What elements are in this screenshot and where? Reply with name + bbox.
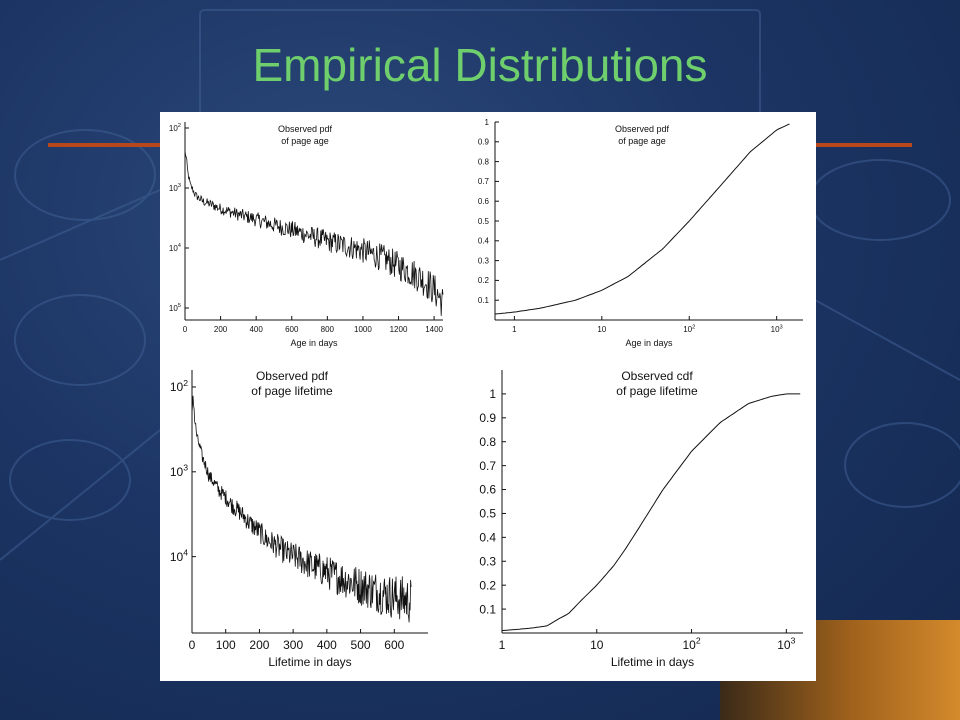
- y-tick-label: 0.7: [479, 459, 496, 473]
- chart-1: 0 200 400 600 800 1000 1200 1400 102 103 104 105 Age…: [169, 122, 444, 348]
- y-tick-label: 0.4: [478, 237, 490, 246]
- y-tick-label: 0.5: [479, 507, 496, 521]
- chart-title-line: Observed pdf: [256, 369, 329, 383]
- y-tick-label: 103: [170, 463, 188, 479]
- chart-title-line: Observed pdf: [278, 124, 333, 134]
- y-tick-label: 102: [170, 378, 188, 394]
- x-tick-label: 1400: [425, 325, 443, 334]
- x-tick-label: 103: [777, 636, 795, 652]
- x-tick-label: 1000: [354, 325, 372, 334]
- x-axis-label: Lifetime in days: [611, 655, 694, 669]
- y-tick-label: 105: [169, 303, 181, 313]
- x-tick-label: 500: [351, 638, 371, 652]
- x-tick-label: 400: [249, 325, 263, 334]
- x-tick-label: 1: [512, 325, 517, 334]
- figure-panel: 0 200 400 600 800 1000 1200 1400 102 103 104 105 Age…: [160, 112, 816, 681]
- y-tick-label: 0.2: [478, 276, 490, 285]
- x-tick-label: 10: [590, 638, 604, 652]
- x-axis-label: Age in days: [290, 338, 338, 348]
- chart-3: 0 100 200 300 400 500 600 102 103 104 Lifetime in …: [170, 369, 428, 669]
- title-rule-right: [815, 143, 912, 147]
- x-axis-label: Age in days: [625, 338, 673, 348]
- x-tick-label: 200: [214, 325, 228, 334]
- x-tick-label: 1: [499, 638, 506, 652]
- y-tick-label: 0.7: [478, 177, 490, 186]
- x-tick-label: 10: [597, 325, 606, 334]
- x-tick-label: 102: [683, 324, 695, 334]
- y-tick-label: 0.5: [478, 217, 490, 226]
- series-line: [494, 123, 790, 315]
- y-tick-label: 0.6: [479, 483, 496, 497]
- y-tick-label: 0.9: [478, 138, 490, 147]
- chart-title-line: Observed cdf: [621, 369, 693, 383]
- y-tick-label: 0.4: [479, 531, 496, 545]
- y-tick-label: 0.3: [479, 554, 496, 568]
- chart-title-line: of page age: [618, 136, 666, 146]
- y-tick-label: 104: [170, 547, 188, 563]
- y-tick-label: 102: [169, 123, 181, 133]
- y-tick-label: 0.3: [478, 256, 490, 265]
- x-tick-label: 400: [317, 638, 337, 652]
- chart-title-line: of page lifetime: [616, 384, 698, 398]
- x-axis-label: Lifetime in days: [268, 655, 351, 669]
- y-tick-label: 0.8: [479, 435, 496, 449]
- y-tick-label: 0.2: [479, 578, 496, 592]
- charts-figure: 0 200 400 600 800 1000 1200 1400102103104105Age…: [169, 118, 803, 669]
- x-tick-label: 600: [285, 325, 299, 334]
- y-tick-label: 1: [485, 118, 490, 127]
- y-tick-label: 103: [169, 183, 181, 193]
- chart-2: 1 10 102 103 0.1 0.2 0.3 0.4 0.5 0.6 0.7 0.8 0.9 1 Age…: [478, 118, 803, 348]
- series-line: [191, 395, 412, 623]
- x-tick-label: 0: [183, 325, 188, 334]
- y-tick-label: 1: [489, 387, 496, 401]
- slide-title: Empirical Distributions: [252, 39, 708, 91]
- series-line: [184, 150, 444, 316]
- x-tick-label: 103: [771, 324, 783, 334]
- chart-title-line: Observed pdf: [615, 124, 670, 134]
- x-tick-label: 102: [682, 636, 700, 652]
- x-tick-label: 600: [384, 638, 404, 652]
- y-tick-label: 104: [169, 243, 182, 253]
- y-tick-label: 0.1: [478, 296, 490, 305]
- x-tick-label: 100: [216, 638, 236, 652]
- chart-title-line: of page lifetime: [251, 384, 333, 398]
- x-tick-label: 1200: [390, 325, 408, 334]
- title-rule-left: [48, 143, 163, 147]
- y-tick-label: 0.8: [478, 157, 490, 166]
- x-tick-label: 300: [283, 638, 303, 652]
- series-line: [501, 393, 801, 632]
- y-tick-label: 0.9: [479, 411, 496, 425]
- y-tick-label: 0.1: [479, 602, 496, 616]
- chart-4: 1 10 102 103 0.1 0.2 0.3 0.4 0.5 0.6 0.7 0.8 0.9 1 Lif…: [479, 369, 803, 669]
- chart-title-line: of page age: [281, 136, 329, 146]
- x-tick-label: 800: [321, 325, 335, 334]
- x-tick-label: 200: [249, 638, 269, 652]
- x-tick-label: 0: [189, 638, 196, 652]
- y-tick-label: 0.6: [478, 197, 490, 206]
